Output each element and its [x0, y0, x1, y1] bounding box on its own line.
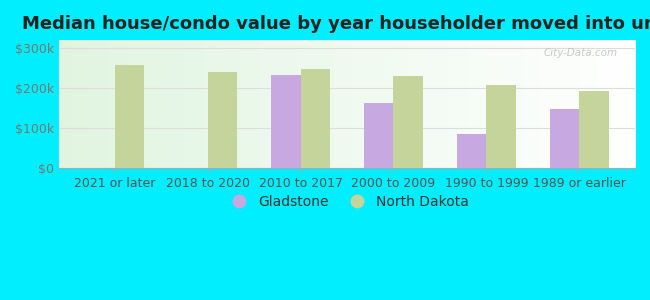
Bar [207, 72, 237, 168]
Bar [579, 91, 609, 168]
Bar [456, 134, 486, 168]
Bar [393, 76, 423, 168]
Text: City-Data.com: City-Data.com [543, 48, 618, 58]
Legend: Gladstone, North Dakota: Gladstone, North Dakota [220, 190, 474, 215]
Bar [364, 103, 393, 168]
Bar [115, 65, 144, 168]
Title: Median house/condo value by year householder moved into unit: Median house/condo value by year househo… [22, 15, 650, 33]
Bar [271, 75, 300, 168]
Bar [549, 109, 579, 168]
Bar [300, 69, 330, 168]
Bar [486, 85, 516, 168]
